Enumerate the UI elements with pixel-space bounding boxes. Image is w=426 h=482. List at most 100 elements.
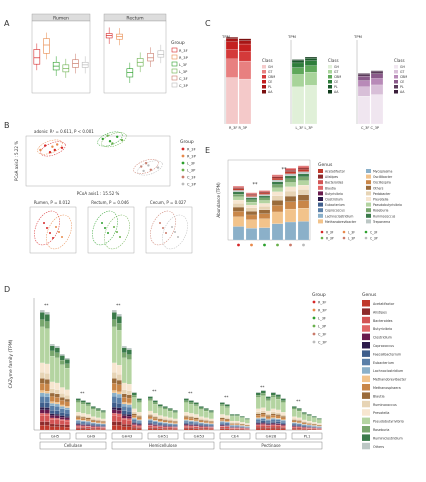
stacked-segment <box>291 423 297 425</box>
panel-e-sig-2: ** <box>282 167 288 173</box>
stacked-segment <box>188 427 194 429</box>
stacked-segment <box>131 425 137 428</box>
stacked-segment <box>255 422 261 424</box>
stacked-segment <box>54 419 60 425</box>
stacked-segment <box>136 417 142 420</box>
stacked-segment <box>100 422 106 424</box>
legend-key <box>262 85 266 89</box>
stacked-segment <box>49 405 55 411</box>
stacked-segment <box>95 423 101 424</box>
stacked-segment <box>152 417 158 419</box>
stacked-segment <box>147 410 153 414</box>
stacked-segment <box>275 428 281 431</box>
stacked-segment <box>271 174 284 176</box>
stacked-segment <box>316 428 322 430</box>
stacked-segment <box>172 423 178 425</box>
stacked-segment <box>172 420 178 422</box>
stacked-segment <box>229 416 235 422</box>
stacked-segment <box>265 419 271 421</box>
stacked-segment <box>147 419 153 421</box>
stacked-segment <box>39 415 45 422</box>
stacked-segment <box>80 402 86 405</box>
stacked-segment <box>224 421 230 423</box>
legend-label: Blautia <box>325 186 336 190</box>
stacked-segment <box>280 412 286 415</box>
stacked-segment <box>64 409 70 414</box>
legend-label: Ruminococcus <box>373 403 397 407</box>
stacked-segment <box>126 414 132 417</box>
stacked-segment <box>80 424 86 426</box>
legend-label: Blautia <box>373 394 385 398</box>
stacked-segment <box>39 425 45 431</box>
stacked-segment <box>280 397 286 399</box>
stacked-segment <box>275 418 281 420</box>
stacked-segment <box>167 426 173 427</box>
scatter-point <box>140 165 143 168</box>
sub-scatter-point <box>61 236 63 238</box>
stacked-segment <box>271 223 284 241</box>
stacked-segment <box>59 417 65 420</box>
legend-label: Roseburia <box>373 428 389 432</box>
stacked-segment <box>100 426 106 428</box>
stacked-segment <box>357 95 371 125</box>
stacked-segment <box>296 429 302 431</box>
stacked-segment <box>232 187 245 189</box>
stacked-segment <box>244 418 250 420</box>
stacked-segment <box>301 428 307 430</box>
legend-label: R_3P <box>179 56 189 60</box>
stacked-segment <box>306 425 312 427</box>
stacked-segment <box>271 187 284 192</box>
legend-key <box>312 308 316 312</box>
legend-key <box>328 90 332 94</box>
legend-key <box>328 65 332 69</box>
stacked-segment <box>90 425 96 427</box>
stacked-segment <box>265 420 271 423</box>
stacked-segment <box>64 398 70 402</box>
stacked-segment <box>258 227 271 241</box>
legend-key <box>262 65 266 69</box>
stacked-segment <box>167 423 173 424</box>
legend-label: R_3F <box>187 148 196 152</box>
stacked-segment <box>306 420 312 423</box>
stacked-segment <box>297 189 310 195</box>
stacked-segment <box>301 425 307 427</box>
legend-key <box>318 169 323 173</box>
legend-key <box>366 191 371 196</box>
legend-key <box>181 175 185 179</box>
stacked-segment <box>100 411 106 413</box>
stacked-segment <box>147 398 153 401</box>
stacked-segment <box>188 413 194 416</box>
stacked-segment <box>296 423 302 424</box>
stacked-segment <box>311 424 317 426</box>
stacked-segment <box>183 420 189 422</box>
stacked-segment <box>64 427 70 431</box>
stacked-segment <box>44 409 50 414</box>
stacked-segment <box>157 407 163 416</box>
stacked-segment <box>265 418 271 420</box>
legend-key <box>362 400 370 408</box>
sub-scatter-point <box>174 231 176 233</box>
stacked-segment <box>306 428 312 429</box>
stacked-segment <box>157 422 163 425</box>
stacked-segment <box>208 429 214 431</box>
stacked-segment <box>131 413 137 416</box>
legend-label: C_3F <box>179 77 188 81</box>
stacked-segment <box>224 425 230 426</box>
stacked-segment <box>271 205 284 213</box>
stacked-segment <box>162 420 168 423</box>
legend-key <box>362 392 370 399</box>
legend-label: Acetatifactor <box>325 170 346 174</box>
stacked-segment <box>188 420 194 422</box>
stacked-segment <box>265 415 271 417</box>
stacked-segment <box>121 410 127 415</box>
stacked-segment <box>157 403 163 405</box>
stacked-segment <box>229 429 235 431</box>
stacked-segment <box>316 424 322 425</box>
legend-key <box>262 90 266 94</box>
stacked-segment <box>183 420 189 423</box>
stacked-segment <box>301 419 307 422</box>
stacked-segment <box>229 425 235 427</box>
stacked-segment <box>275 398 281 410</box>
confidence-ellipse <box>101 132 127 148</box>
stacked-segment <box>90 422 96 424</box>
